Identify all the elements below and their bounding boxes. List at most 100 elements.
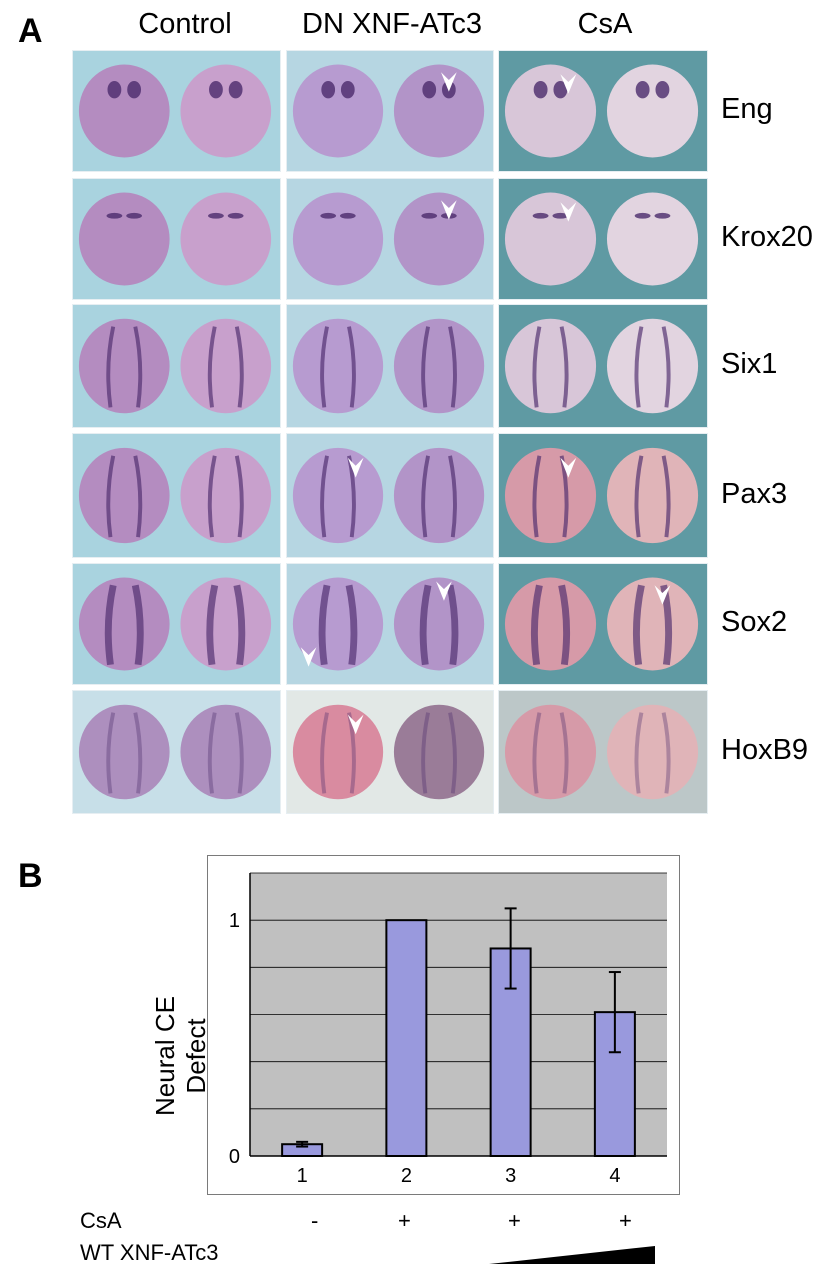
column-header-csa: CsA — [577, 8, 633, 40]
embryo — [606, 577, 699, 671]
embryo — [393, 64, 485, 158]
stain-mark — [533, 81, 548, 99]
embryo — [180, 704, 272, 800]
csa-row-label: CsA — [80, 1208, 122, 1233]
y-axis-label: Neural CE Defect — [150, 971, 212, 1141]
embryo-image-pax3-1 — [72, 433, 281, 558]
arrowhead-marker — [436, 581, 452, 601]
stain-stripe — [133, 455, 143, 538]
column-header-control: Control — [138, 8, 232, 40]
embryo-drawing — [292, 192, 485, 286]
gene-label-sox2: Sox2 — [721, 606, 788, 638]
stain-stripe — [133, 326, 143, 408]
stain-stripe — [206, 584, 219, 666]
embryo — [292, 318, 384, 414]
panel-a-letter: A — [18, 12, 43, 50]
dose-wedge — [489, 1246, 655, 1264]
stain-mark — [634, 212, 651, 219]
embryo — [78, 577, 170, 671]
y-tick-label: 1 — [229, 910, 240, 932]
embryo — [180, 318, 272, 414]
stain-stripe — [532, 712, 542, 794]
embryo-image-sox2-2 — [286, 563, 494, 685]
stain-mark — [553, 81, 568, 99]
embryo-drawing — [78, 447, 272, 544]
embryo-image-hoxb9-3 — [498, 690, 708, 814]
embryo — [292, 447, 384, 544]
embryo-image-pax3-2 — [286, 433, 494, 558]
y-tick-label: 0 — [229, 1146, 240, 1168]
stain-stripe — [320, 712, 329, 794]
embryo-drawing — [292, 704, 485, 800]
wt-row-label: WT XNF-ATc3 — [80, 1240, 219, 1265]
stain-stripe — [559, 712, 569, 794]
stain-mark — [228, 81, 243, 99]
stain-stripe — [207, 455, 217, 538]
stain-stripe — [448, 326, 457, 408]
stain-stripe — [234, 712, 244, 794]
csa-value-1: - — [311, 1208, 319, 1233]
embryo-drawing — [78, 64, 272, 158]
embryo-image-krox20-3 — [498, 178, 708, 300]
y-axis-label-text: Neural CE Defect — [150, 996, 211, 1116]
stain-mark — [227, 212, 244, 219]
stain-stripe — [320, 455, 329, 538]
stain-stripe — [347, 326, 356, 408]
stain-mark — [552, 212, 569, 219]
embryo-drawing — [504, 318, 699, 414]
embryo-drawing — [504, 192, 699, 286]
embryo — [606, 318, 699, 414]
embryo-image-eng-3 — [498, 50, 708, 172]
embryo — [292, 577, 384, 671]
stain-mark — [320, 212, 337, 219]
embryo — [78, 64, 170, 158]
embryo-drawing — [78, 318, 272, 414]
stain-stripe — [532, 326, 542, 408]
stain-stripe — [634, 326, 644, 408]
embryo-image-six1-2 — [286, 304, 494, 428]
stain-stripe — [448, 455, 457, 538]
embryo — [606, 192, 699, 286]
embryo-image-sox2-1 — [72, 563, 281, 685]
embryo-image-sox2-3 — [498, 563, 708, 685]
x-tick-label-4: 4 — [609, 1165, 620, 1187]
csa-value-3: + — [508, 1208, 521, 1233]
stain-mark — [127, 81, 142, 99]
embryo — [292, 704, 384, 800]
embryo — [78, 447, 170, 544]
embryo — [504, 704, 597, 800]
gene-label-eng: Eng — [721, 93, 773, 125]
stain-mark — [655, 81, 670, 99]
gene-label-krox20: Krox20 — [721, 221, 813, 253]
arrowhead-marker — [654, 585, 671, 605]
stain-mark — [107, 81, 122, 99]
embryo — [393, 447, 485, 544]
stain-mark — [126, 212, 142, 219]
embryo-drawing — [504, 704, 699, 800]
embryo — [180, 447, 272, 544]
stain-mark — [339, 212, 356, 219]
arrowhead-marker — [347, 714, 364, 735]
embryo-drawing — [292, 318, 485, 414]
stain-stripe — [234, 455, 244, 538]
arrowhead-marker — [300, 647, 317, 667]
column-header-dn-xnf-atc3: DN XNF-ATc3 — [302, 8, 482, 40]
arrowhead-marker — [560, 202, 577, 222]
stain-mark — [209, 81, 223, 99]
stain-stripe — [632, 584, 645, 666]
embryo — [393, 577, 485, 671]
embryo — [78, 192, 170, 286]
embryo — [78, 318, 170, 414]
embryo — [292, 192, 384, 286]
embryo — [606, 704, 699, 800]
gene-label-pax3: Pax3 — [721, 477, 788, 510]
stain-stripe — [661, 326, 671, 408]
stain-stripe — [320, 326, 329, 408]
embryo — [504, 577, 597, 671]
stain-stripe — [133, 712, 143, 794]
x-tick-label-3: 3 — [505, 1165, 516, 1187]
stain-stripe — [234, 326, 244, 408]
embryo — [393, 318, 485, 414]
stain-stripe — [106, 712, 116, 794]
embryo-image-eng-1 — [72, 50, 281, 172]
